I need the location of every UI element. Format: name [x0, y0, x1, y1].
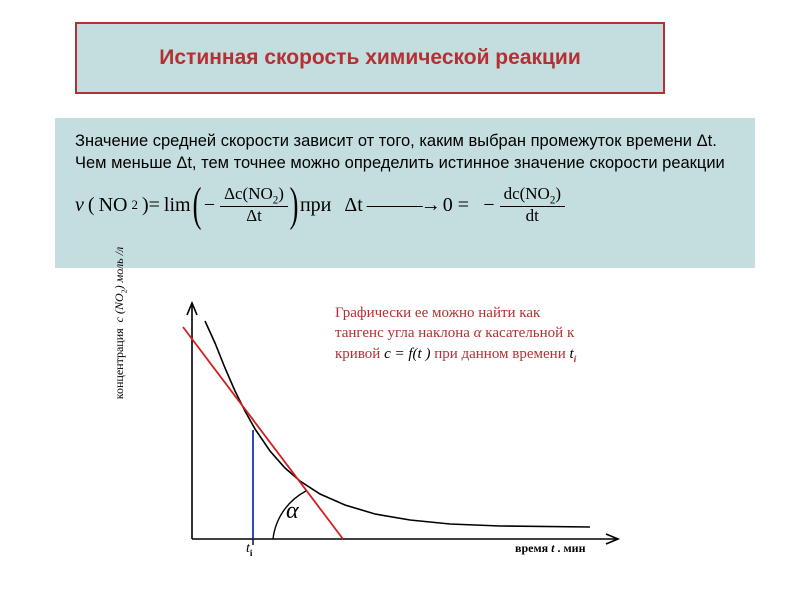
x-axis-label: время t . мин — [515, 541, 586, 556]
tangent-line — [183, 327, 343, 539]
chart-annotation: Графически ее можно найти как тангенс уг… — [335, 303, 680, 366]
anno-l1: Графически ее можно найти как — [335, 305, 540, 321]
var-v: v — [75, 194, 84, 217]
pri: при — [300, 194, 331, 217]
arrow-icon: ———→ — [367, 194, 439, 217]
num1: Δc(NO — [224, 184, 273, 203]
rate-formula: v(NO2)=lim ( − Δc(NO2) Δt ) при Δt ———→ … — [75, 185, 735, 226]
anno-l3a: кривой — [335, 346, 384, 362]
dt-mid: Δt — [344, 194, 362, 217]
species: NO — [99, 194, 128, 217]
alpha-angle-label: α — [286, 498, 299, 525]
y-axis-label: концентрация c (NO2) моль /л — [112, 223, 128, 423]
anno-ti-sub: i — [574, 354, 577, 365]
page-title: Истинная скорость химической реакции — [159, 46, 580, 70]
lparen-icon: ( — [192, 186, 201, 224]
kinetics-chart: Графически ее можно найти как тангенс уг… — [120, 283, 700, 583]
rparen-icon: ) — [290, 186, 299, 224]
alpha-inline: α — [474, 325, 482, 341]
ti-axis-label: ti — [246, 541, 252, 558]
zero-eq: 0 = — [443, 194, 469, 217]
title-panel: Истинная скорость химической реакции — [75, 22, 665, 94]
fraction-2: dc(NO2) dt — [500, 185, 565, 226]
anno-formula: c = f(t ) — [384, 346, 430, 362]
minus-2: − — [482, 194, 496, 217]
lim: lim — [164, 194, 191, 217]
anno-l2b: касательной к — [482, 325, 575, 341]
description-text: Значение средней скорости зависит от тог… — [75, 130, 735, 175]
species-sub: 2 — [131, 197, 138, 213]
minus-1: − — [203, 194, 217, 217]
fraction-1: Δc(NO2) Δt — [220, 185, 288, 226]
den1: Δt — [242, 207, 266, 226]
num2: dc(NO — [504, 184, 550, 203]
den2: dt — [522, 207, 543, 226]
description-panel: Значение средней скорости зависит от тог… — [55, 118, 755, 268]
anno-l2a: тангенс угла наклона — [335, 325, 474, 341]
anno-l3b: при данном времени — [430, 346, 569, 362]
